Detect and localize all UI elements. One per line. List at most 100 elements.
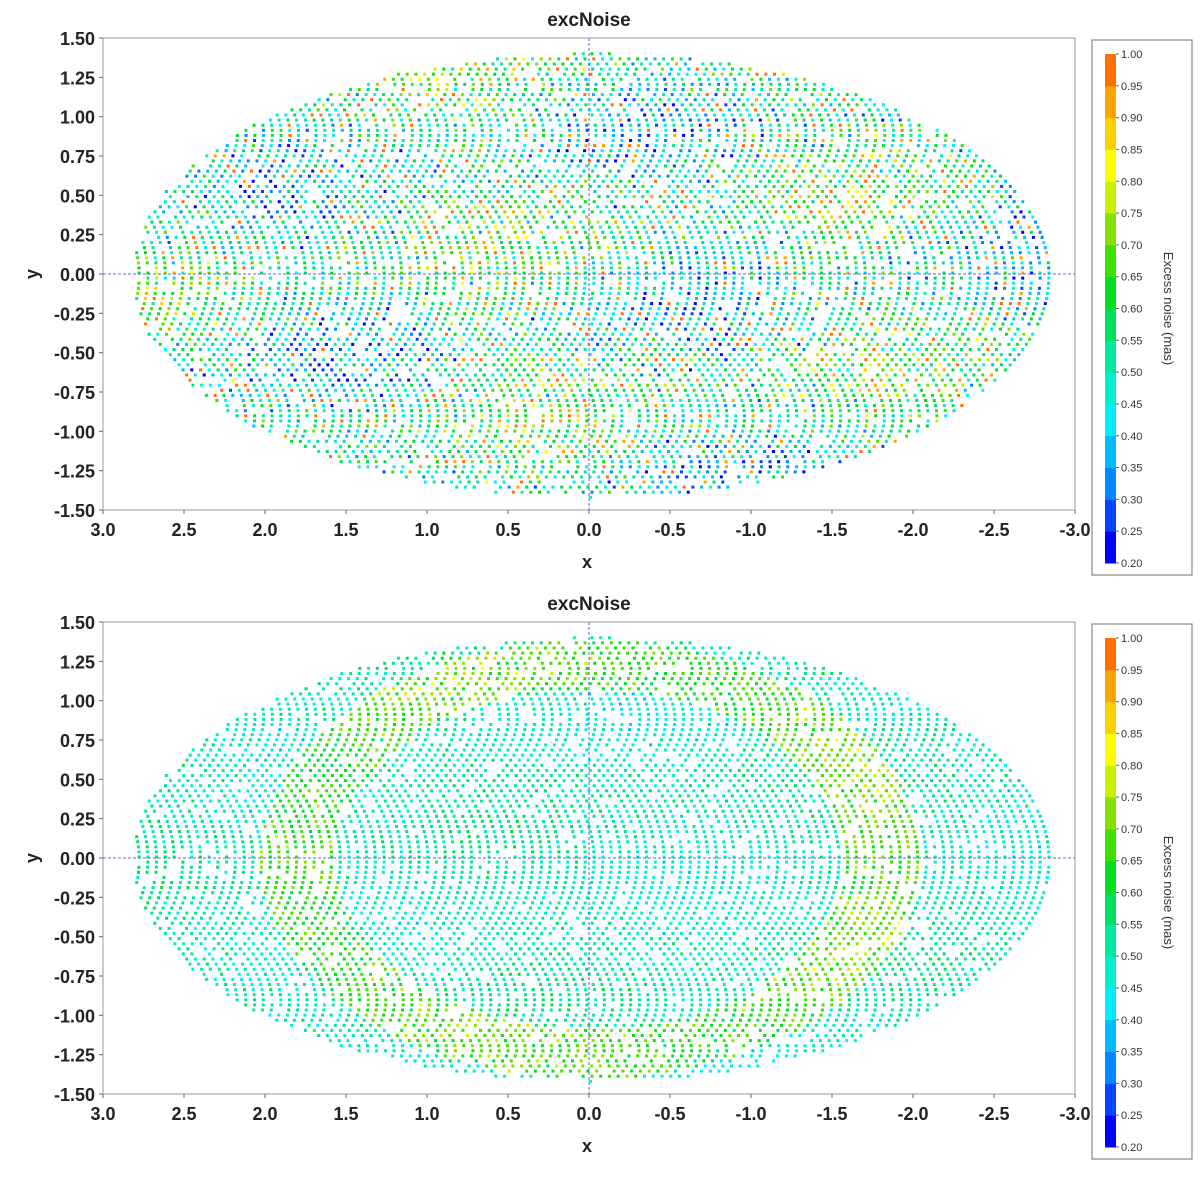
data-cell — [966, 393, 969, 397]
data-cell — [195, 184, 199, 188]
data-cell — [716, 414, 720, 418]
data-cell — [173, 215, 177, 219]
data-cell — [462, 190, 466, 193]
data-cell — [470, 404, 474, 408]
data-cell — [426, 368, 430, 372]
data-cell — [290, 439, 294, 443]
data-cell — [310, 297, 314, 300]
data-cell — [412, 342, 416, 346]
data-cell — [811, 404, 815, 408]
data-cell — [253, 312, 257, 316]
data-cell — [392, 465, 396, 469]
data-cell — [348, 383, 352, 387]
data-cell — [861, 434, 865, 438]
data-cell — [205, 337, 209, 341]
data-cell — [526, 220, 530, 224]
data-cell — [893, 373, 897, 377]
data-cell — [981, 342, 984, 346]
data-cell — [181, 348, 185, 351]
data-cell — [456, 220, 460, 224]
data-cell — [741, 200, 745, 204]
data-cell — [561, 220, 565, 224]
data-cell — [730, 378, 734, 382]
data-cell — [777, 332, 781, 336]
data-cell — [675, 388, 679, 392]
data-cell — [601, 266, 604, 270]
data-cell — [395, 220, 399, 224]
data-cell — [200, 332, 203, 336]
data-cell — [441, 225, 445, 229]
data-cell — [749, 470, 753, 474]
data-cell — [662, 200, 666, 204]
data-cell — [679, 286, 683, 290]
data-cell — [475, 302, 479, 306]
data-cell — [336, 225, 340, 229]
data-cell — [750, 200, 754, 204]
data-cell — [543, 205, 547, 209]
data-cell — [477, 399, 481, 402]
data-cell — [570, 205, 573, 209]
data-cell — [1033, 307, 1037, 311]
data-cell — [593, 424, 597, 428]
data-cell — [369, 174, 373, 178]
data-cell — [771, 327, 775, 331]
data-cell — [692, 388, 696, 392]
data-cell — [955, 388, 959, 392]
data-cell — [471, 332, 475, 336]
data-cell — [627, 266, 631, 270]
data-cell — [889, 281, 893, 285]
data-cell — [317, 184, 321, 188]
data-cell — [747, 393, 751, 397]
data-cell — [636, 266, 639, 270]
data-cell — [494, 434, 497, 438]
data-cell — [337, 378, 341, 382]
data-cell — [968, 276, 972, 280]
data-cell — [566, 281, 569, 285]
data-cell — [379, 184, 382, 188]
data-cell — [594, 235, 598, 239]
data-cell — [784, 429, 788, 433]
data-cell — [202, 307, 206, 311]
data-cell — [422, 353, 426, 357]
data-cell — [920, 373, 923, 377]
data-cell — [678, 455, 682, 459]
data-cell — [492, 353, 496, 357]
data-cell — [986, 230, 990, 234]
data-cell — [561, 241, 565, 244]
data-cell — [469, 399, 473, 402]
data-cell — [930, 184, 934, 188]
data-cell — [537, 434, 541, 438]
data-cell — [487, 266, 491, 270]
data-cell — [228, 307, 232, 311]
data-cell — [758, 281, 762, 285]
data-cell — [883, 312, 887, 316]
data-cell — [390, 286, 394, 290]
data-cell — [355, 455, 359, 459]
data-cell — [249, 378, 253, 382]
data-cell — [823, 342, 827, 346]
data-cell — [1029, 266, 1033, 270]
data-cell — [637, 460, 641, 464]
data-cell — [710, 174, 714, 178]
data-cell — [321, 317, 325, 321]
data-cell — [1014, 312, 1018, 316]
data-cell — [261, 332, 265, 336]
data-cell — [808, 251, 812, 255]
data-cell — [823, 241, 827, 244]
data-cell — [496, 368, 500, 372]
data-cell — [549, 358, 553, 362]
data-cell — [534, 342, 538, 346]
data-cell — [807, 246, 811, 250]
data-cell — [503, 378, 507, 382]
data-cell — [468, 210, 472, 214]
data-cell — [347, 276, 351, 280]
data-cell — [351, 241, 355, 244]
data-cell — [877, 246, 881, 250]
data-cell — [1036, 297, 1040, 300]
data-cell — [579, 475, 583, 479]
data-cell — [642, 434, 646, 438]
data-cell — [672, 190, 676, 193]
data-cell — [688, 470, 692, 474]
data-cell — [312, 317, 316, 321]
data-cell — [389, 169, 393, 173]
